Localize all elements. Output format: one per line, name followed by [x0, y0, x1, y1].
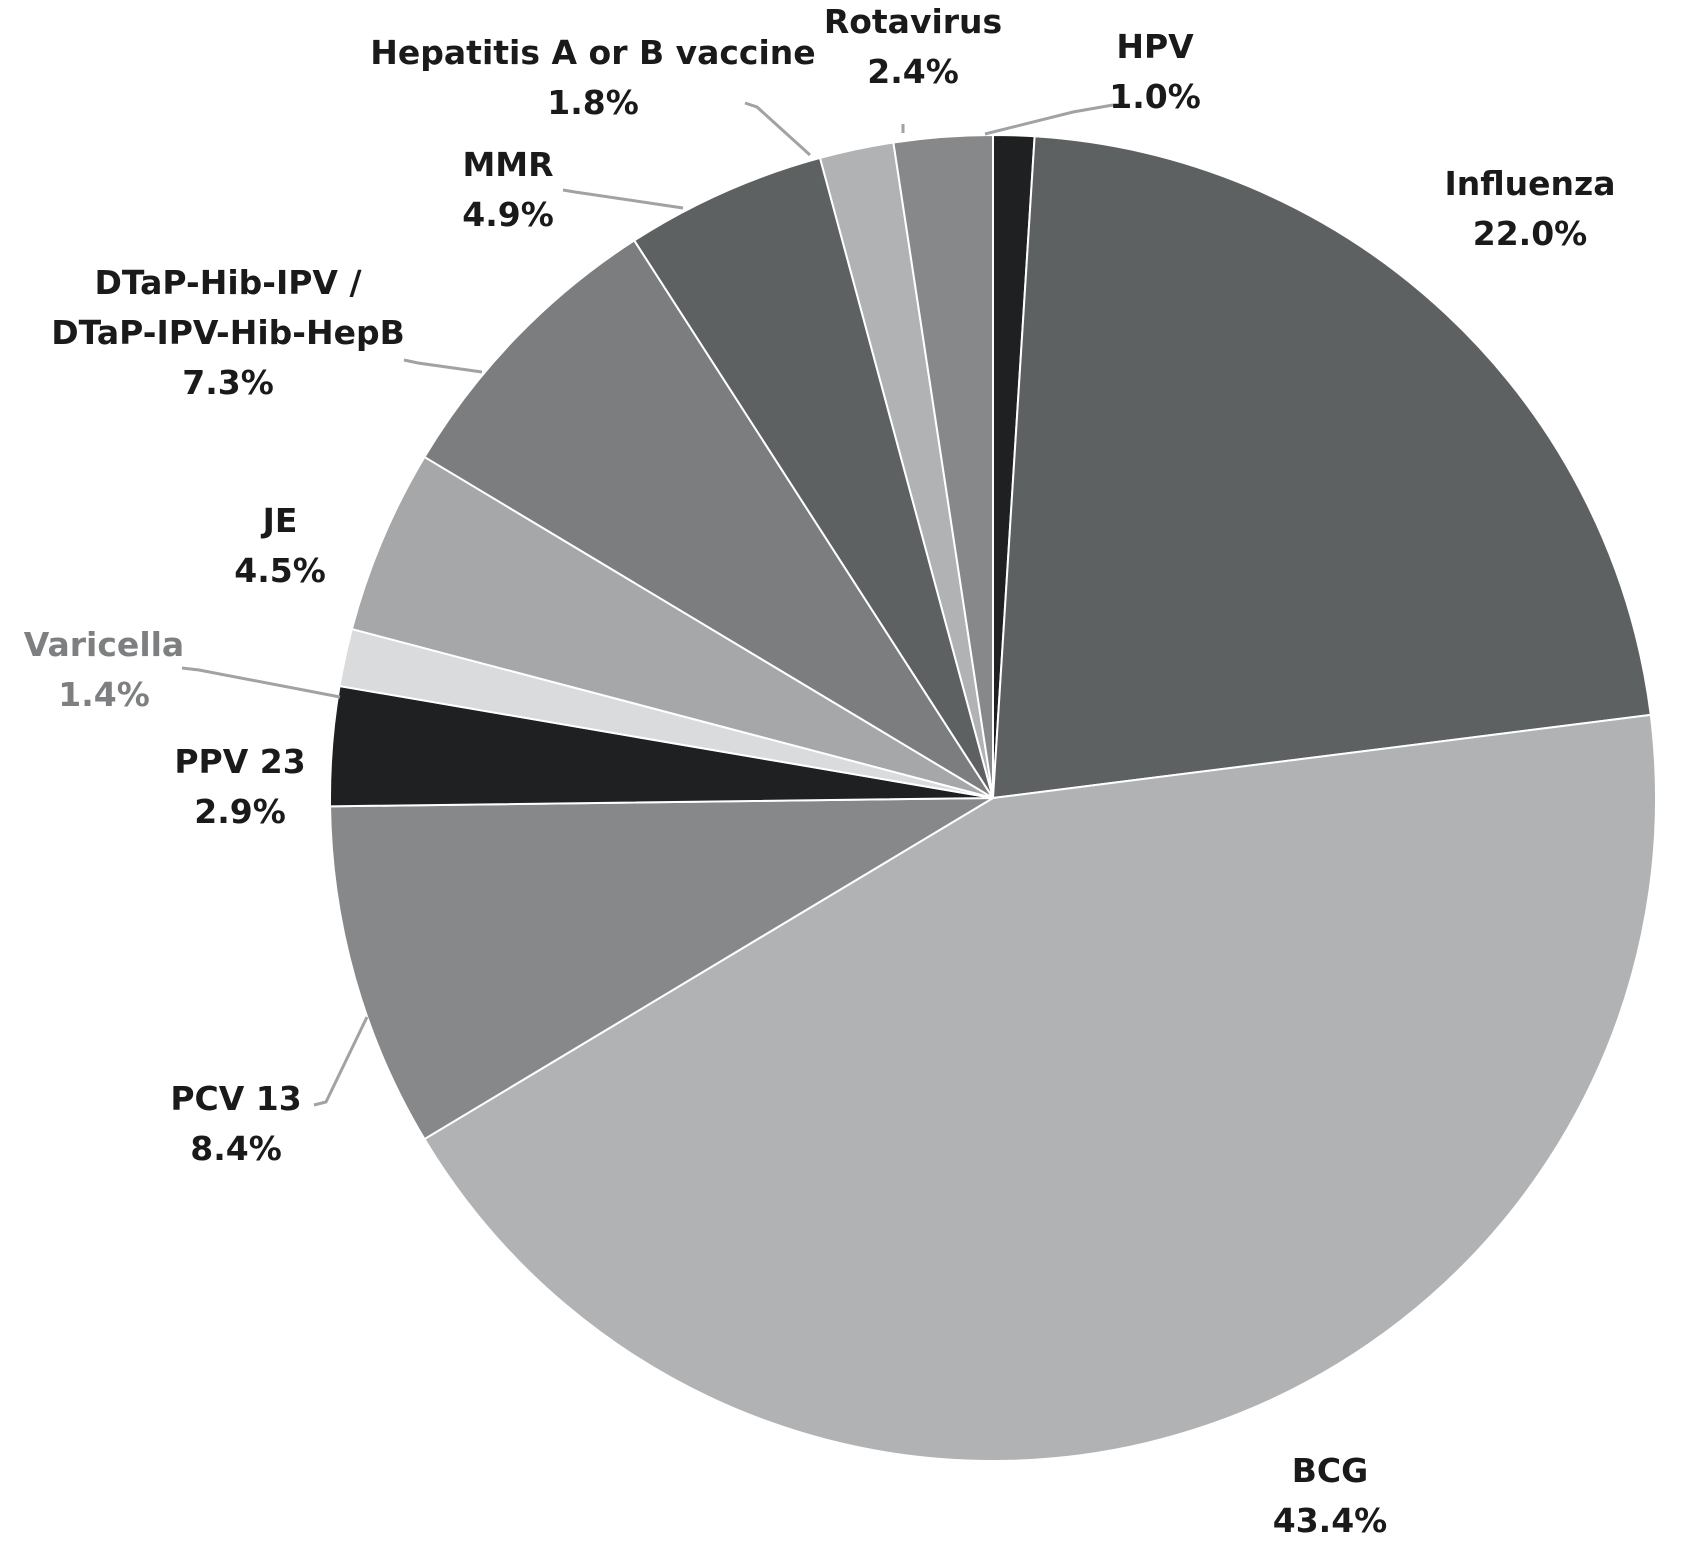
slice-label-mmr: MMR: [462, 145, 553, 184]
slice-value-pcv-13: 8.4%: [190, 1129, 282, 1168]
slice-label-rotavirus: Rotavirus: [824, 2, 1002, 41]
slice-label-influenza: Influenza: [1444, 164, 1615, 203]
pie-slice-influenza: [991, 135, 1652, 800]
slice-labels: HPV 1.0% Influenza 22.0% BCG 43.4% PCV 13 8.4% P…: [24, 2, 1616, 1540]
slice-label-varicella: Varicella: [24, 625, 184, 664]
leader-line-pcv-13: [313, 1016, 369, 1107]
slice-value-bcg: 43.4%: [1273, 1501, 1388, 1540]
slice-value-varicella: 1.4%: [58, 675, 150, 714]
slice-label-je: JE: [261, 501, 298, 540]
slice-value-hpv: 1.0%: [1109, 77, 1201, 116]
slice-label-pcv-13: PCV 13: [170, 1079, 301, 1118]
pie-slice-je: [350, 455, 994, 799]
slice-value-dtap-hib-ipv-dtap-ipv-hib-hepb: 7.3%: [182, 363, 274, 402]
leader-lines: [181, 101, 1114, 1107]
slice-value-mmr: 4.9%: [462, 195, 554, 234]
slice-value-rotavirus: 2.4%: [867, 52, 959, 91]
slice-label-dtap-hib-ipv-dtap-ipv-hib-hepb-line-2: DTaP-IPV-Hib-HepB: [51, 313, 405, 352]
slice-label-bcg: BCG: [1292, 1451, 1368, 1490]
pie-slices: [329, 133, 1657, 1462]
leader-line-hpv: [984, 103, 1114, 136]
leader-line-mmr: [562, 188, 684, 210]
slice-value-hepatitis-a-or-b-vaccine: 1.8%: [547, 83, 639, 122]
slice-label-ppv-23: PPV 23: [174, 742, 305, 781]
slice-value-influenza: 22.0%: [1473, 214, 1588, 253]
leader-line-dtap-hib-ipv-dtap-ipv-hib-hepb: [403, 358, 483, 374]
pie-slice-bcg: [423, 713, 1657, 1462]
slice-value-je: 4.5%: [234, 551, 326, 590]
slice-label-hepatitis-a-or-b-vaccine: Hepatitis A or B vaccine: [370, 33, 815, 72]
pie-slice-rotavirus: [892, 133, 994, 799]
slice-label-dtap-hib-ipv-dtap-ipv-hib-hepb-line-1: DTaP-Hib-IPV /: [94, 263, 362, 302]
pie-slice-mmr: [632, 156, 994, 799]
pie-slice-pcv-13: [329, 796, 997, 1141]
slice-value-ppv-23: 2.9%: [194, 792, 286, 831]
slice-label-hpv: HPV: [1116, 27, 1194, 66]
leader-line-hepatitis-a-or-b-vaccine: [744, 101, 812, 157]
leader-line-varicella: [181, 666, 341, 699]
pie-slice-dtap-hib-ipv-dtap-ipv-hib-hepb: [423, 239, 994, 799]
